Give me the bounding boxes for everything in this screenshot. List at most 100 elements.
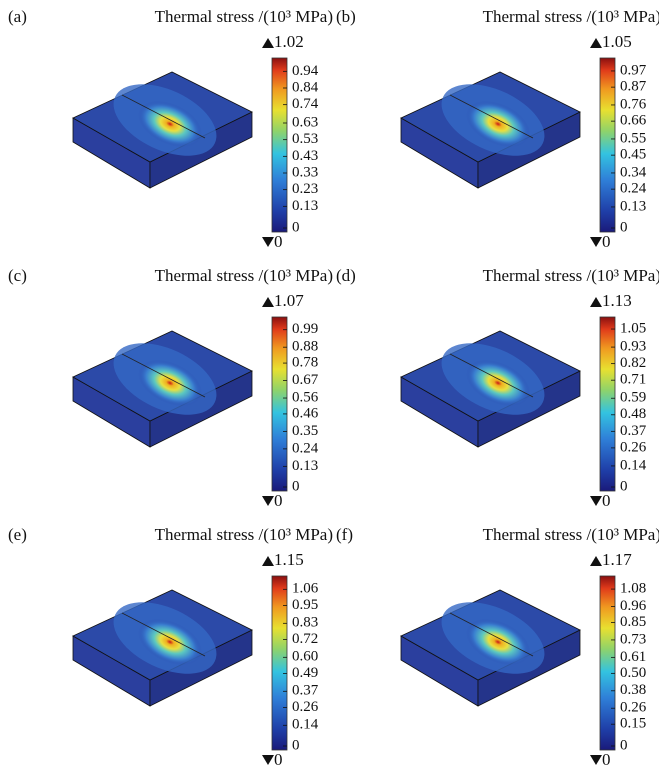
- colorbar-tick-label: 0.23: [292, 181, 318, 197]
- max-marker: [262, 297, 274, 307]
- min-marker: [262, 755, 274, 765]
- panel: (a) Thermal stress /(10³ MPa) 1.02 0.940.84…: [8, 7, 333, 251]
- colorbar-max: 1.17: [602, 550, 632, 569]
- hot-spot: [138, 359, 202, 407]
- colorbar-tick-label: 0.33: [292, 164, 318, 180]
- max-marker: [262, 556, 274, 566]
- colorbar-tick-label: 0.26: [620, 439, 647, 455]
- panel: (b) Thermal stress /(10³ MPa) 1.05 0.970.87…: [336, 7, 659, 251]
- panel-label: (b): [336, 7, 356, 26]
- colorbar: [599, 57, 616, 233]
- colorbar-min: 0: [602, 750, 611, 769]
- colorbar-tick-label: 0.76: [620, 96, 647, 112]
- panel-title: Thermal stress /(10³ MPa): [483, 7, 659, 26]
- colorbar-tick-label: 0.43: [292, 148, 318, 164]
- colorbar-tick-label: 0.14: [292, 717, 319, 733]
- colorbar-tick-label: 0: [620, 219, 628, 235]
- colorbar-tick-label: 0.48: [620, 406, 646, 422]
- colorbar-tick-label: 0.24: [620, 181, 647, 197]
- min-marker: [590, 237, 602, 247]
- colorbar-tick-label: 0.35: [292, 423, 318, 439]
- colorbar-tick-label: 0.82: [620, 355, 646, 371]
- panel: (c) Thermal stress /(10³ MPa) 1.07 0.99 0.88…: [8, 266, 333, 510]
- hot-spot: [466, 618, 530, 666]
- hot-spot: [466, 100, 530, 148]
- hot-spot: [138, 618, 202, 666]
- colorbar-tick-label: 0.14: [620, 457, 647, 473]
- max-marker: [590, 556, 602, 566]
- panel-title: Thermal stress /(10³ MPa): [483, 266, 659, 285]
- colorbar-tick-label: 0.95: [292, 597, 318, 613]
- scan-line: [121, 612, 206, 657]
- min-marker: [262, 237, 274, 247]
- panel-title: Thermal stress /(10³ MPa): [155, 525, 333, 544]
- colorbar-tick-label: 0.96: [620, 598, 647, 614]
- colorbar-tick-label: 0.84: [292, 79, 319, 95]
- hot-spot: [138, 100, 202, 148]
- colorbar-tick-label: 0: [292, 219, 300, 235]
- colorbar: [271, 575, 288, 751]
- colorbar-tick-label: 0.72: [292, 631, 318, 647]
- colorbar-tick-label: 0.34: [620, 164, 647, 180]
- colorbar: [599, 316, 616, 492]
- colorbar-tick-label: 0.73: [620, 631, 646, 647]
- colorbar-tick-label: 0.24: [292, 440, 319, 456]
- colorbar-tick-label: 1.06: [292, 581, 319, 597]
- colorbar-tick-label: 0.71: [620, 372, 646, 388]
- colorbar-tick-label: 0.45: [620, 147, 646, 163]
- colorbar-max: 1.07: [274, 291, 304, 310]
- scan-line: [121, 94, 206, 139]
- scan-line: [449, 94, 534, 139]
- colorbar-tick-label: 0.13: [620, 198, 646, 214]
- colorbar-tick-label: 0.13: [292, 458, 318, 474]
- colorbar-min: 0: [602, 232, 611, 251]
- colorbar-min: 0: [602, 491, 611, 510]
- colorbar-max: 1.02: [274, 32, 304, 51]
- colorbar-tick-label: 0.15: [620, 716, 646, 732]
- panel: (d) Thermal stress /(10³ MPa) 1.13 1.05 0.93…: [336, 266, 659, 510]
- colorbar-tick-label: 0.49: [292, 665, 318, 681]
- colorbar-tick-label: 0.94: [292, 63, 319, 79]
- colorbar-tick-label: 0.93: [620, 339, 646, 355]
- colorbar-tick-label: 0.87: [620, 79, 647, 95]
- colorbar-tick-label: 0.55: [620, 130, 646, 146]
- colorbar-tick-label: 0.50: [620, 665, 646, 681]
- colorbar-tick-label: 0.61: [620, 649, 646, 665]
- colorbar-tick-label: 0: [620, 478, 628, 494]
- colorbar: [271, 57, 288, 233]
- max-marker: [590, 297, 602, 307]
- colorbar-tick-label: 0.99: [292, 321, 318, 337]
- max-marker: [262, 38, 274, 48]
- colorbar-tick-label: 0.37: [620, 423, 647, 439]
- scan-line: [121, 353, 206, 398]
- colorbar-max: 1.15: [274, 550, 304, 569]
- colorbar-tick-label: 0.53: [292, 131, 318, 147]
- colorbar-min: 0: [274, 232, 283, 251]
- scan-line: [449, 612, 534, 657]
- colorbar-tick-label: 0: [292, 737, 300, 753]
- panel: (e) Thermal stress /(10³ MPa) 1.15 1.060.95…: [8, 525, 333, 769]
- scan-line: [449, 353, 534, 398]
- colorbar-min: 0: [274, 750, 283, 769]
- panel-title: Thermal stress /(10³ MPa): [483, 525, 659, 544]
- min-marker: [590, 755, 602, 765]
- max-marker: [590, 38, 602, 48]
- panel: (f) Thermal stress /(10³ MPa) 1.17 1.080.96…: [336, 525, 659, 769]
- colorbar-tick-label: 0.26: [620, 700, 647, 716]
- panel-label: (c): [8, 266, 27, 285]
- colorbar-tick-label: 0.74: [292, 96, 319, 112]
- panel-label: (f): [336, 525, 353, 544]
- colorbar-min: 0: [274, 491, 283, 510]
- colorbar-tick-label: 0.63: [292, 114, 318, 130]
- colorbar-tick-label: 1.08: [620, 581, 646, 597]
- colorbar-tick-label: 0.13: [292, 198, 318, 214]
- colorbar-tick-label: 0.37: [292, 683, 319, 699]
- panel-title: Thermal stress /(10³ MPa): [155, 7, 333, 26]
- colorbar-tick-label: 0: [292, 478, 300, 494]
- colorbar-tick-label: 0.88: [292, 339, 318, 355]
- colorbar-tick-label: 0.85: [620, 614, 646, 630]
- colorbar-tick-label: 0.67: [292, 372, 319, 388]
- min-marker: [262, 496, 274, 506]
- colorbar-tick-label: 0.46: [292, 405, 319, 421]
